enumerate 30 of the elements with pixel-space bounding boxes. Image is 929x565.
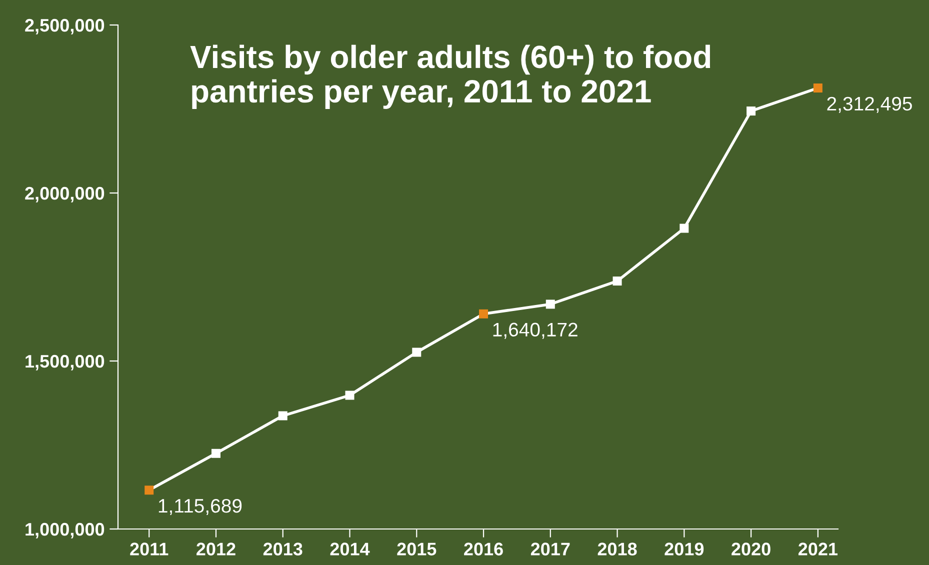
data-label: 1,640,172 bbox=[493, 322, 578, 339]
y-tick-label: 2,000,000 bbox=[25, 186, 104, 202]
point bbox=[412, 348, 422, 357]
text: Visits by older adults (60+) to food pantries per year, 2011 to 2021 bbox=[190, 44, 710, 109]
x-tick-label: 2020 bbox=[732, 542, 770, 556]
x-tick-label: 2015 bbox=[397, 542, 436, 556]
point bbox=[546, 300, 555, 309]
x-tick-label: 2018 bbox=[598, 542, 637, 556]
data-label: 2,312,495 bbox=[827, 96, 912, 113]
x-tick-label: 2012 bbox=[196, 542, 236, 556]
point bbox=[278, 411, 288, 420]
point bbox=[479, 309, 488, 318]
x-tick-label: 2013 bbox=[263, 542, 302, 556]
x-tick-label: 2014 bbox=[330, 542, 370, 556]
y-tick-label: 1,500,000 bbox=[26, 354, 104, 370]
data-label: 1,115,689 bbox=[158, 498, 242, 516]
point bbox=[211, 448, 220, 458]
x-tick-label: 2011 bbox=[130, 542, 168, 556]
y-tick-label: 2,500,000 bbox=[25, 18, 104, 34]
point bbox=[813, 84, 822, 92]
point bbox=[345, 390, 354, 400]
y-tick-label: 1,000,000 bbox=[26, 522, 104, 538]
x-tick-label: 2019 bbox=[664, 542, 704, 556]
point bbox=[746, 106, 756, 116]
x-tick-label: 2021 bbox=[798, 542, 838, 556]
point bbox=[144, 486, 154, 495]
point bbox=[680, 224, 689, 233]
x-tick-label: 2017 bbox=[530, 542, 570, 556]
x-tick-label: 2016 bbox=[464, 542, 503, 556]
point bbox=[612, 276, 622, 286]
